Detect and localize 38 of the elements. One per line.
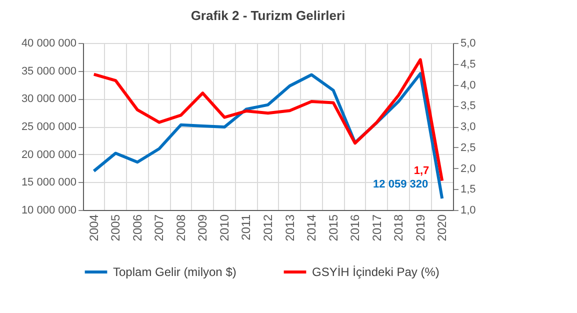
y2-tick-label: 1,0 [460, 204, 476, 216]
y-tick-label: 30 000 000 [21, 93, 76, 106]
x-tick-label: 2005 [108, 214, 123, 242]
x-tick-label: 2011 [239, 214, 254, 240]
y2-tick-label: 4,5 [460, 58, 476, 70]
y2-tick-label: 5,0 [460, 38, 476, 50]
legend-label: Toplam Gelir (milyon $) [113, 265, 236, 279]
x-tick-label: 2016 [348, 214, 362, 242]
x-tick-label: 2013 [282, 214, 297, 242]
y-tick-label: 15 000 000 [21, 176, 76, 189]
y2-tick-label: 3,0 [460, 121, 476, 133]
x-tick-label: 2006 [130, 214, 144, 242]
y-tick-label: 35 000 000 [21, 65, 76, 78]
x-tick-label: 2014 [304, 214, 319, 242]
y2-tick-label: 3,5 [460, 100, 476, 112]
x-tick-label: 2008 [174, 214, 188, 242]
y2-tick-label: 1,5 [460, 184, 476, 196]
x-tick-label: 2019 [413, 214, 428, 242]
x-tick-label: 2018 [392, 214, 406, 242]
x-tick-label: 2015 [326, 214, 340, 242]
x-tick-label: 2007 [152, 214, 166, 242]
x-tick-label: 2009 [196, 214, 210, 242]
data-label: 12 059 320 [373, 178, 428, 191]
y2-tick-label: 2,5 [460, 142, 476, 154]
y2-tick-label: 4,0 [460, 79, 476, 92]
x-tick-label: 2010 [217, 214, 232, 242]
legend-label: GSYİH İçindeki Pay (%) [312, 265, 440, 279]
y-tick-label: 10 000 000 [21, 204, 76, 216]
y2-tick-label: 2,0 [460, 162, 476, 175]
x-tick-label: 2004 [86, 214, 101, 242]
x-tick-label: 2012 [261, 214, 275, 242]
y-tick-label: 25 000 000 [21, 121, 76, 133]
x-tick-label: 2020 [435, 214, 450, 242]
data-label: 1,7 [414, 164, 430, 177]
x-tick-label: 2017 [370, 214, 384, 242]
chart-title: Grafik 2 - Turizm Gelirleri [190, 8, 346, 23]
y-tick-label: 20 000 000 [21, 148, 76, 161]
y-tick-label: 40 000 000 [21, 38, 76, 50]
